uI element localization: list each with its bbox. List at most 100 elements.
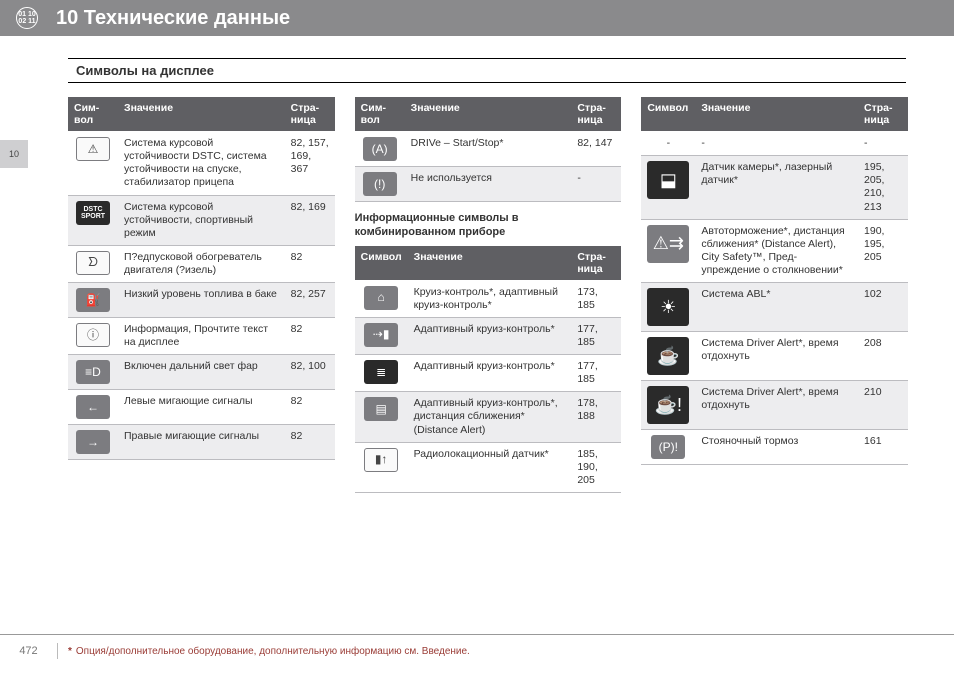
symbol-icon: ⇢▮ [364,323,398,347]
col2-section-title: Информационные символы в комбинированном… [355,212,622,240]
symbol-icon: (!) [363,172,397,196]
page-cell: 82 [285,245,335,282]
th-page: Стра- ница [571,97,621,132]
meaning-cell: Адаптивный круиз-контроль* [408,317,572,354]
symbol-icon: ⛽ [76,288,110,312]
page-cell: 185, 190, 205 [571,442,621,492]
meaning-cell: DRIVe – Start/Stop* [405,132,572,167]
symbol-icon: ⚠ [76,137,110,161]
symbol-cell: ≣ [355,355,408,392]
th-page: Стра- ница [285,97,335,132]
table-row: ←Левые мигающие сигналы82 [68,390,335,425]
table-row: ⓘИнформация, Прочтите текст на дисплее82 [68,318,335,355]
table-row: ⛽Низкий уровень топлива в баке82, 257 [68,283,335,318]
table-row: ☕!Система Driver Alert*, время отдохнуть… [641,381,908,430]
symbol-cell: ⚠⇉ [641,219,695,283]
page-cell: - [571,167,621,202]
table-row: →Правые мигающие сигналы82 [68,425,335,460]
symbol-icon: ▮↑ [364,448,398,472]
page-cell: 82, 147 [571,132,621,167]
meaning-cell: Радиолокацион­ный датчик* [408,442,572,492]
meaning-cell: - [695,132,858,156]
symbol-cell: ▮↑ [355,442,408,492]
page-cell: 82 [285,390,335,425]
table-row: ≣Адаптивный круиз-контроль*177, 185 [355,355,622,392]
th-symbol: Символ [641,97,695,132]
symbol-icon: ← [76,395,110,419]
symbol-table-3: Символ Значение Стра- ница ---⬓Датчик ка… [641,97,908,465]
column-1: Сим- вол Значение Стра- ница ⚠ Система ку… [68,97,335,493]
footnote: *Опция/дополнительное оборудование, допо… [68,646,470,657]
symbol-cell: ☕ [641,332,695,381]
page-cell: 161 [858,430,908,465]
symbol-cell: ⓘ [68,318,118,355]
meaning-cell: Система курсовой устойчивости DSTC, сист… [118,132,285,196]
section-subheader: Символы на дисплее [68,58,906,83]
table-row: ⌂Круиз-контроль*, адаптивный круиз-контр… [355,280,622,317]
table-row: DSTC SPORT Система курсовой устойчивости,… [68,195,335,245]
column-3: Символ Значение Стра- ница ---⬓Датчик ка… [641,97,908,493]
symbol-cell: (P)! [641,430,695,465]
footnote-text: Опция/дополнительное оборудование, допол… [76,646,470,657]
table-row: (P)!Стояночный тор­моз161 [641,430,908,465]
symbol-icon: (A) [363,137,397,161]
symbol-table-1: Сим- вол Значение Стра- ница ⚠ Система ку… [68,97,335,460]
meaning-cell: Система Driver Alert*, время отдохнуть [695,381,858,430]
symbol-cell: ⬓ [641,156,695,220]
meaning-cell: Система Driver Alert*, время отдохнуть [695,332,858,381]
page-header: 01 10 02 11 10 Технические данные [0,0,954,36]
meaning-cell: Система курсовой устойчивости, спортивны… [118,195,285,245]
meaning-cell: П?едпусковой обогреватель дви­гателя (?и… [118,245,285,282]
symbol-icon: (P)! [651,435,685,459]
symbol-icon: ☀ [647,288,689,326]
symbol-icon: ☕! [647,386,689,424]
page-cell: 82, 157, 169, 367 [285,132,335,196]
column-2: Сим- вол Значение Стра- ница (A) DRIVe – … [355,97,622,493]
meaning-cell: Включен дальний свет фар [118,355,285,390]
table-row: ☀Система ABL*102 [641,283,908,332]
symbol-cell: ⌂ [355,280,408,317]
table-row: --- [641,132,908,156]
symbol-icon: ⬓ [647,161,689,199]
page-cell: 195, 205, 210, 213 [858,156,908,220]
symbol-icon: → [76,430,110,454]
table-row: (A) DRIVe – Start/Stop*82, 147 [355,132,622,167]
meaning-cell: Низкий уровень топлива в баке [118,283,285,318]
table-row: ᗤ П?едпусковой обогреватель дви­гателя (?… [68,245,335,282]
th-page: Стра- ница [571,246,621,281]
page-cell: 177, 185 [571,317,621,354]
symbol-cell: (A) [355,132,405,167]
symbol-cell: → [68,425,118,460]
page-cell: 173, 185 [571,280,621,317]
symbol-icon: DSTC SPORT [76,201,110,225]
meaning-cell: Адаптивный круиз-контроль* [408,355,572,392]
meaning-cell: Датчик камеры*, лазерный датчик* [695,156,858,220]
symbol-cell: ☀ [641,283,695,332]
symbol-icon: ⚠⇉ [647,225,689,263]
symbol-cell: ⛽ [68,283,118,318]
symbol-cell: (!) [355,167,405,202]
symbol-icon: ☕ [647,337,689,375]
page-cell: 178, 188 [571,392,621,442]
symbol-cell: ≡D [68,355,118,390]
th-symbol: Сим- вол [68,97,118,132]
symbol-cell: ⚠ [68,132,118,196]
page-cell: - [858,132,908,156]
symbol-cell: - [641,132,695,156]
symbol-icon: ▤ [364,397,398,421]
table-row: ⚠ Система курсовой устойчивости DSTC, сис… [68,132,335,196]
th-symbol: Сим- вол [355,97,405,132]
symbol-icon: ≡D [76,360,110,384]
th-meaning: Значение [408,246,572,281]
meaning-cell: Не используется [405,167,572,202]
page-number: 472 [0,643,58,659]
th-meaning: Значение [695,97,858,132]
symbol-icon: ⌂ [364,286,398,310]
symbol-cell: ← [68,390,118,425]
symbol-icon: ⓘ [76,323,110,347]
th-meaning: Значение [118,97,285,132]
symbol-icon: ᗤ [76,251,110,275]
table-row: (!) Не используется- [355,167,622,202]
meaning-cell: Информация, Прочтите текст на дисплее [118,318,285,355]
symbol-icon: ≣ [364,360,398,384]
